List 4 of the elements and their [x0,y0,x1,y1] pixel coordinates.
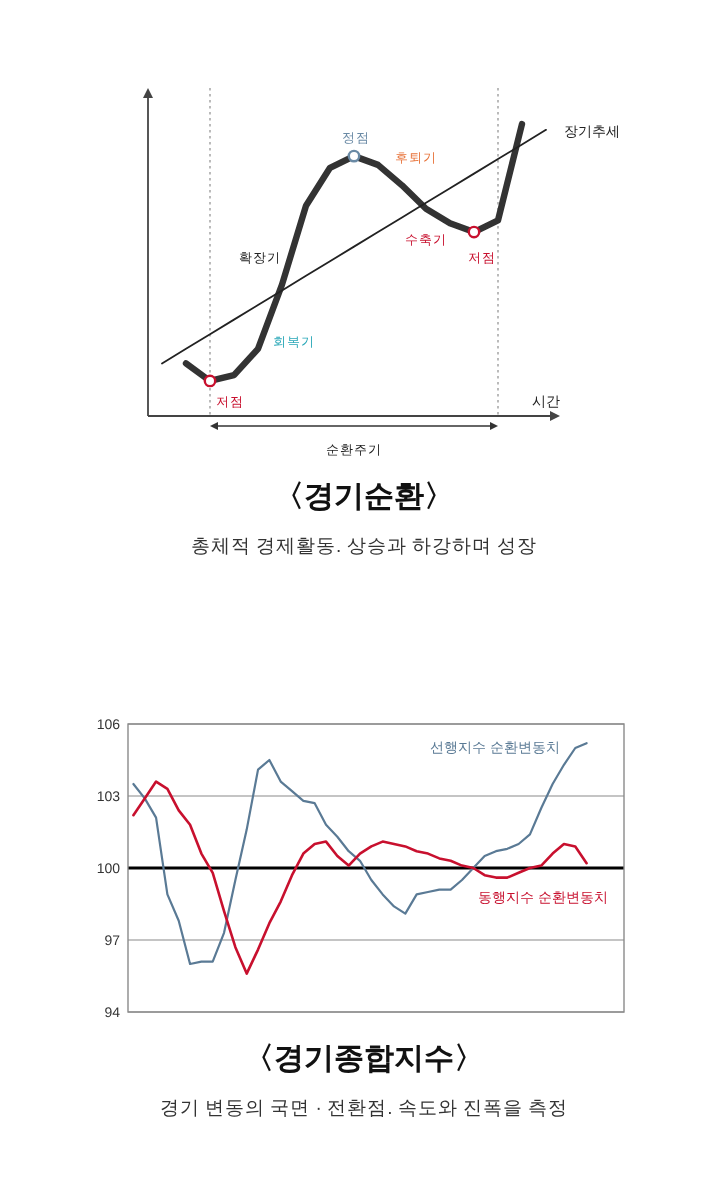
text: 〈경기종합지수〉 [244,1042,484,1076]
text: 총체적 경제활동. 상승과 하강하며 성장 [190,536,538,558]
text: 경기 변동의 국면 · 전환점. 속도와 진폭을 측정 [159,1098,569,1120]
text: 〈경기순환〉 [274,480,454,514]
